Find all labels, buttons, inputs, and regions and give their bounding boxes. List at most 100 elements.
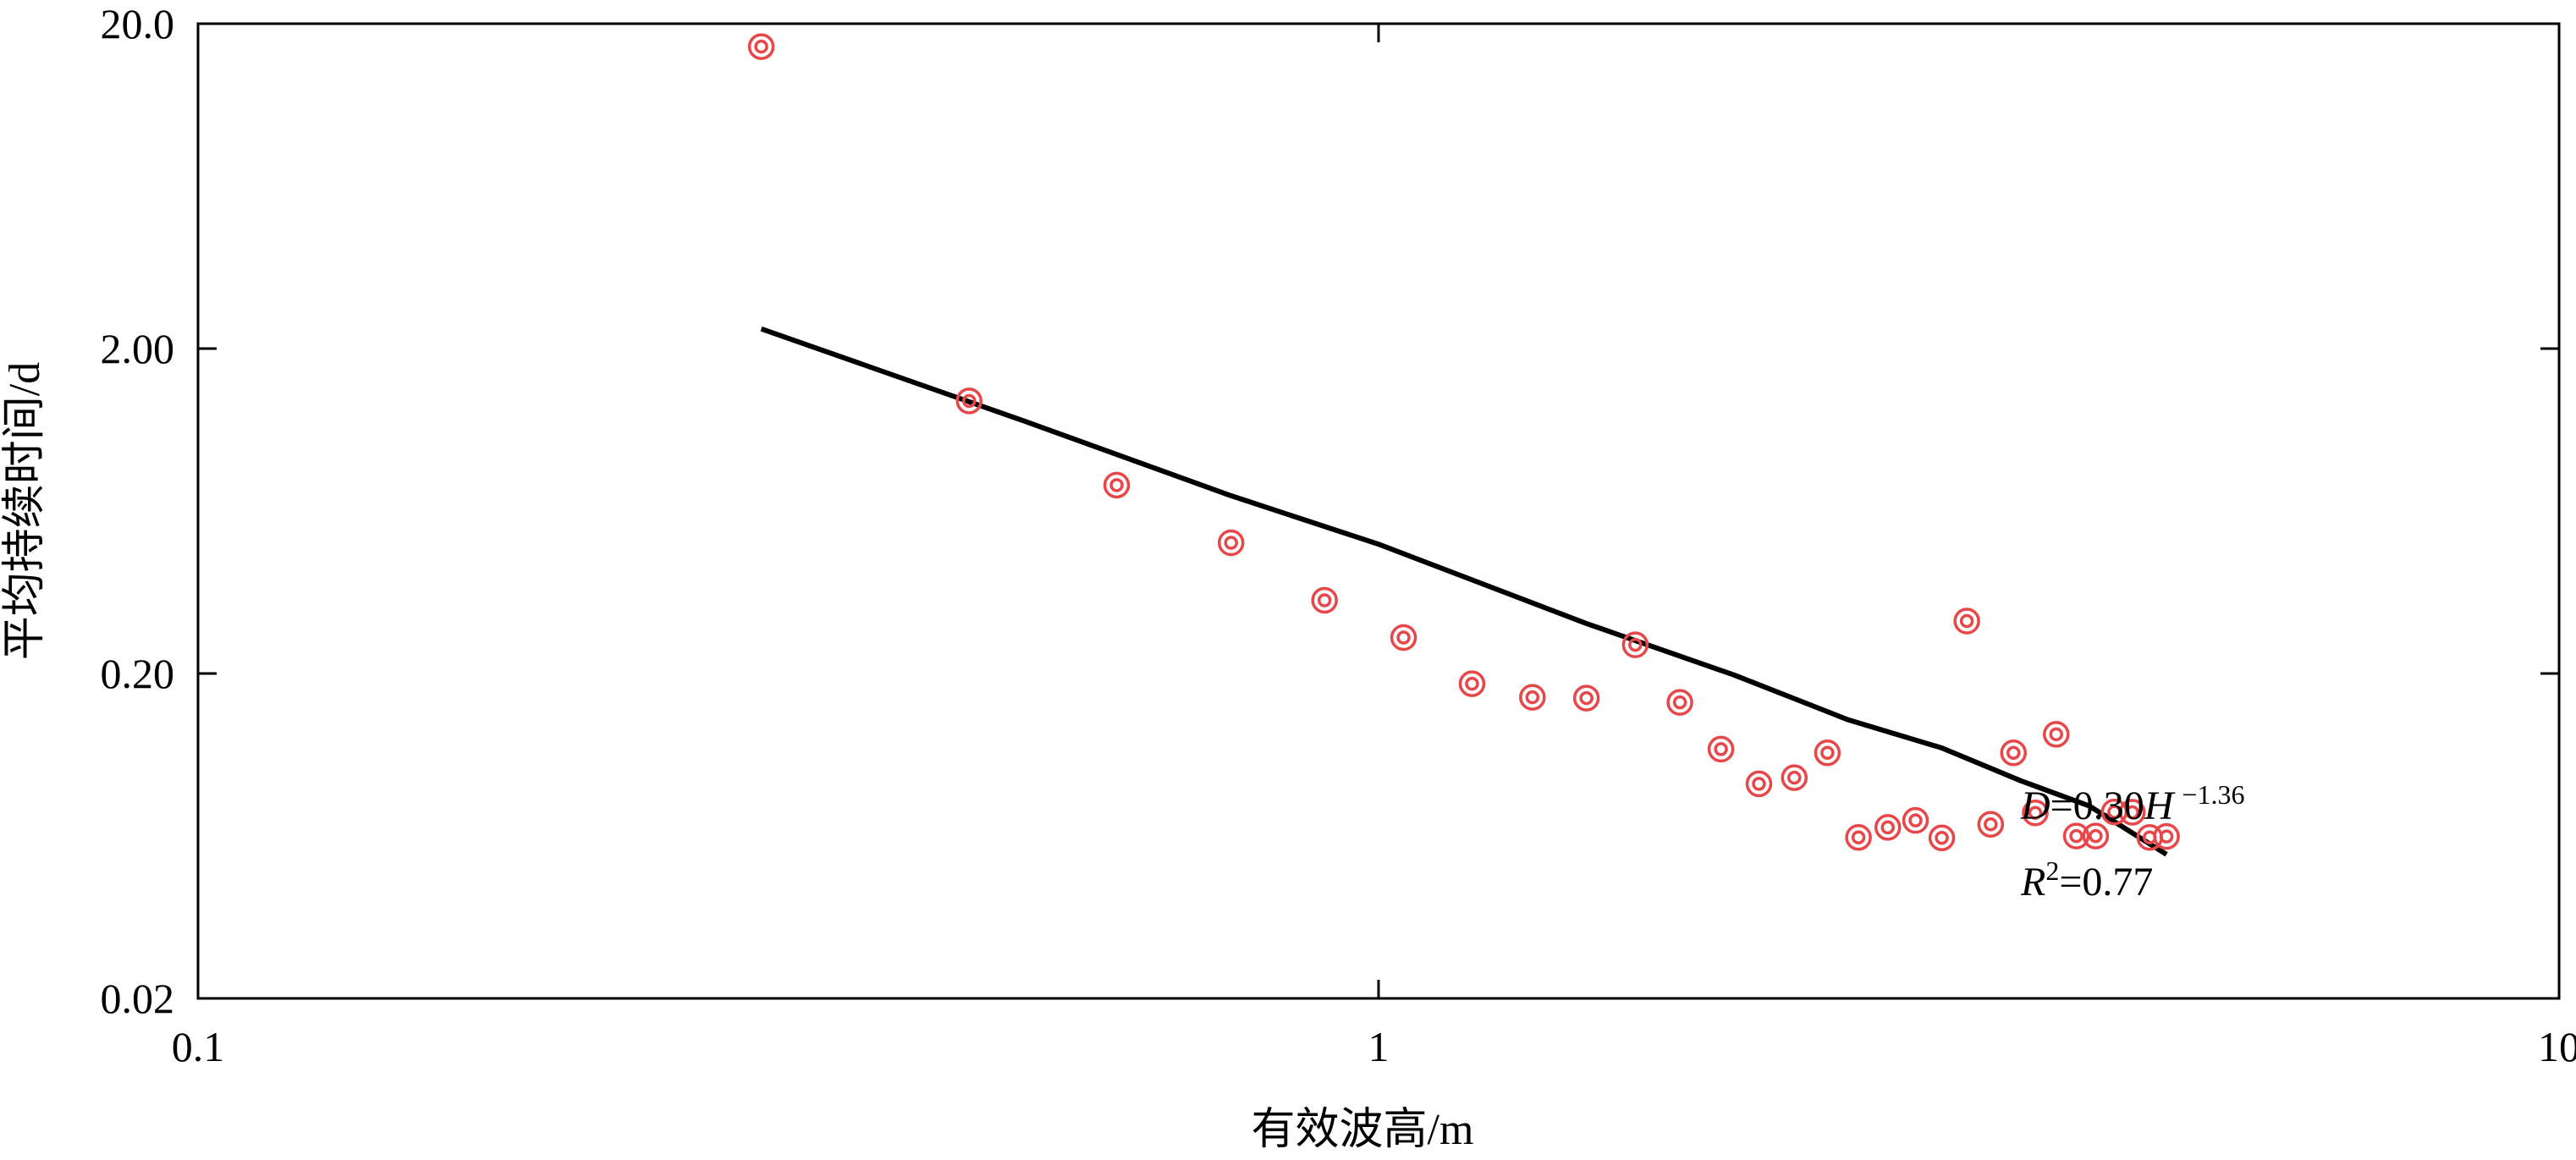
data-point: [1458, 670, 1486, 697]
data-point-outer-ring: [1458, 670, 1486, 697]
data-point: [955, 388, 983, 415]
data-point-outer-ring: [1666, 689, 1693, 716]
fit-r-squared-r: R: [2020, 860, 2045, 904]
data-point: [1845, 823, 1872, 851]
data-point-outer-ring: [1745, 770, 1773, 798]
data-point: [1874, 814, 1902, 841]
data-point-outer-ring: [955, 388, 983, 415]
axis-tick-labels: 0.1 1 10 0.02 0.20 2.00 20.0: [101, 0, 2576, 1070]
data-point-inner-ring: [1752, 777, 1766, 791]
data-point-inner-ring: [2159, 829, 2174, 844]
data-point-inner-ring: [1224, 536, 1238, 550]
data-point-outer-ring: [1519, 684, 1546, 711]
data-point-outer-ring: [1707, 735, 1735, 763]
data-point-outer-ring: [747, 33, 775, 60]
data-point: [2082, 822, 2110, 849]
data-point-outer-ring: [1621, 631, 1649, 658]
data-point-outer-ring: [1781, 764, 1808, 791]
data-point: [1217, 529, 1245, 557]
data-point-inner-ring: [1984, 816, 1998, 832]
data-point: [1621, 631, 1649, 658]
data-point: [1781, 764, 1808, 791]
data-point: [1953, 607, 1980, 635]
fit-equation-d: D: [2020, 783, 2050, 828]
data-point: [1707, 735, 1735, 763]
y-tick-label: 0.02: [101, 975, 175, 1022]
data-point-outer-ring: [2153, 822, 2180, 850]
data-point: [2118, 799, 2146, 826]
data-point: [2043, 721, 2070, 748]
data-point: [1519, 684, 1546, 711]
plot-frame: [196, 22, 2561, 1000]
data-point: [1902, 806, 1929, 834]
data-point-outer-ring: [1928, 824, 1956, 851]
fit-r-squared-sup: 2: [2045, 855, 2059, 886]
data-point-inner-ring: [2028, 805, 2043, 820]
fit-r-squared-value: =0.77: [2059, 860, 2153, 904]
data-point-inner-ring: [1396, 630, 1411, 645]
data-point-outer-ring: [2118, 799, 2146, 826]
data-point-inner-ring: [754, 39, 768, 54]
data-point: [1311, 586, 1338, 614]
data-point-outer-ring: [1845, 823, 1872, 851]
fit-r-squared: R2=0.77: [2020, 855, 2153, 904]
fit-equation-coef: =0.30: [2050, 783, 2144, 828]
data-point: [1814, 739, 1841, 767]
data-point-inner-ring: [1525, 690, 1540, 705]
data-point-outer-ring: [2082, 822, 2110, 849]
data-point-inner-ring: [1908, 813, 1923, 827]
data-point-inner-ring: [2049, 727, 2064, 742]
data-point-inner-ring: [1672, 695, 1687, 710]
axis-ticks: [198, 24, 2559, 998]
data-point-outer-ring: [1874, 814, 1902, 841]
data-point: [1572, 684, 1600, 712]
data-point-inner-ring: [961, 393, 977, 409]
data-point-inner-ring: [1851, 830, 1866, 844]
data-point: [1103, 471, 1131, 499]
data-point-inner-ring: [2069, 828, 2083, 844]
data-points: [747, 33, 2180, 851]
data-point: [1977, 811, 2005, 838]
data-point-outer-ring: [1814, 739, 1841, 767]
data-point-inner-ring: [1880, 820, 1896, 835]
data-point: [1390, 624, 1417, 651]
data-point-outer-ring: [1217, 529, 1245, 557]
y-axis-label: 平均持续时间/d: [1, 362, 49, 660]
y-tick-label: 2.00: [101, 325, 175, 372]
data-point-inner-ring: [1317, 593, 1332, 607]
data-point-outer-ring: [1953, 607, 1980, 635]
data-point-inner-ring: [2125, 805, 2139, 820]
data-point-inner-ring: [1579, 690, 1593, 706]
data-point-outer-ring: [2000, 739, 2028, 767]
fit-equation: D=0.30H −1.36: [2020, 779, 2244, 828]
x-tick-label: 10: [2538, 1023, 2576, 1070]
data-point: [2062, 822, 2090, 849]
data-point-inner-ring: [1820, 745, 1835, 760]
data-point-outer-ring: [1902, 806, 1929, 834]
data-point: [2022, 799, 2049, 827]
data-point-inner-ring: [1787, 770, 1802, 785]
fit-equation-h: H: [2144, 783, 2176, 828]
data-point-inner-ring: [1109, 478, 1124, 492]
fit-line: [760, 326, 2168, 857]
data-point: [1745, 770, 1773, 798]
data-point-inner-ring: [1628, 637, 1643, 652]
fit-equation-exponent: −1.36: [2182, 779, 2244, 810]
data-point-inner-ring: [2006, 745, 2021, 760]
data-point-inner-ring: [2089, 828, 2103, 844]
x-tick-label: 0.1: [172, 1023, 225, 1070]
data-point-outer-ring: [1572, 684, 1600, 712]
data-point-outer-ring: [1103, 471, 1131, 499]
x-axis-label: 有效波高/m: [1252, 1106, 1474, 1154]
data-point: [1928, 824, 1956, 851]
data-point-outer-ring: [1390, 624, 1417, 651]
data-point-inner-ring: [1935, 830, 1949, 845]
data-point: [2000, 739, 2028, 767]
data-point-inner-ring: [1714, 742, 1728, 756]
data-point-inner-ring: [1465, 676, 1479, 691]
y-tick-label: 0.20: [101, 650, 175, 697]
data-point-outer-ring: [2043, 721, 2070, 748]
data-point-outer-ring: [2062, 822, 2090, 849]
x-tick-label: 1: [1368, 1023, 1390, 1070]
